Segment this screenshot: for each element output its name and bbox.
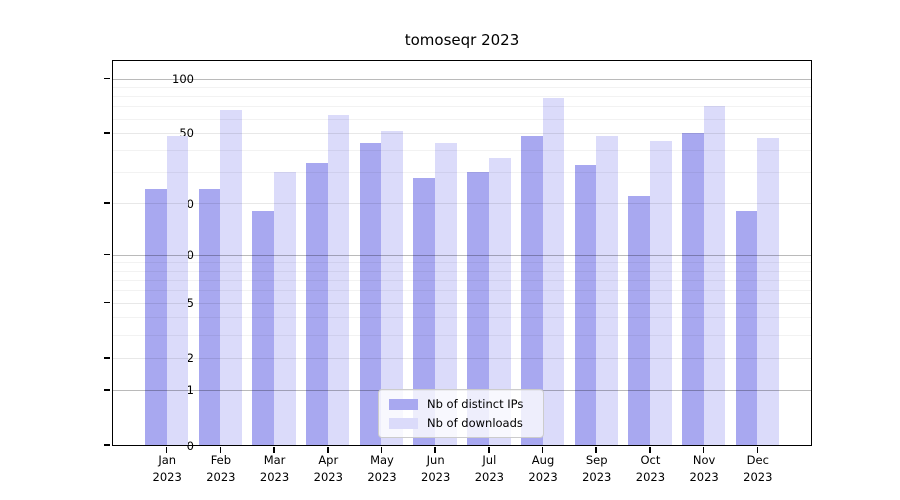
y-tick-10 xyxy=(103,253,110,256)
bar-distinct-ips-nov xyxy=(681,132,704,445)
x-tick-label-mar: Mar 2023 xyxy=(259,453,290,484)
y-tick-2 xyxy=(103,357,110,359)
x-tick-feb xyxy=(219,446,222,453)
x-tick-label-nov: Nov 2023 xyxy=(689,453,719,484)
gridline-minor-6 xyxy=(113,290,811,292)
x-tick-aug xyxy=(541,446,544,453)
bar-distinct-ips-dec xyxy=(735,211,758,445)
gridline-minor-90 xyxy=(113,86,811,88)
gridline-10 xyxy=(113,254,811,256)
bar-downloads-dec xyxy=(757,137,779,445)
x-tick-label-may: May 2023 xyxy=(367,453,397,484)
x-tick-mar xyxy=(273,446,275,453)
y-tick-20 xyxy=(103,202,110,204)
x-tick-may xyxy=(380,446,383,453)
y-tick-5 xyxy=(103,301,110,304)
x-tick-label-apr: Apr 2023 xyxy=(313,453,343,484)
x-tick-apr xyxy=(327,446,329,453)
gridline-100 xyxy=(113,78,811,80)
gridline-minor-7 xyxy=(113,279,811,281)
bar-distinct-ips-aug xyxy=(520,135,543,445)
x-tick-label-dec: Dec 2023 xyxy=(743,453,773,484)
bar-downloads-sep xyxy=(596,135,618,445)
legend-swatch-downloads xyxy=(389,417,418,429)
gridline-2 xyxy=(113,357,811,359)
bar-downloads-jun xyxy=(435,142,457,445)
y-tick-label-0: 0 xyxy=(186,438,194,453)
bar-distinct-ips-may xyxy=(359,142,382,445)
bar-downloads-nov xyxy=(703,106,726,445)
bar-downloads-feb xyxy=(220,109,243,445)
x-tick-sep xyxy=(595,446,597,453)
gridline-50 xyxy=(113,132,811,134)
y-tick-1 xyxy=(103,389,110,391)
x-tick-jul xyxy=(488,446,490,453)
x-tick-label-sep: Sep 2023 xyxy=(582,453,612,484)
gridline-minor-60 xyxy=(113,118,811,120)
x-tick-dec xyxy=(756,446,759,453)
bar-distinct-ips-apr xyxy=(306,162,328,445)
gridline-minor-70 xyxy=(113,106,811,108)
chart-title: tomoseqr 2023 xyxy=(404,31,520,49)
bar-downloads-apr xyxy=(327,114,350,445)
gridline-minor-3 xyxy=(113,334,811,336)
bar-distinct-ips-jun xyxy=(413,177,436,445)
legend-label-downloads: Nb of downloads xyxy=(427,416,523,430)
bar-distinct-ips-sep xyxy=(574,164,597,445)
y-tick-100 xyxy=(103,77,110,80)
y-tick-label-1: 1 xyxy=(186,383,194,398)
gridline-minor-80 xyxy=(113,96,811,98)
gridline-minor-4 xyxy=(113,317,811,319)
bar-downloads-may xyxy=(381,131,404,445)
bar-downloads-jul xyxy=(488,158,511,445)
x-tick-label-feb: Feb 2023 xyxy=(206,453,236,484)
bar-distinct-ips-jan xyxy=(144,189,167,445)
legend-item-downloads: Nb of downloads xyxy=(389,416,533,430)
bar-downloads-jan xyxy=(166,135,189,445)
legend-swatch-distinct-ips xyxy=(389,398,418,410)
bar-downloads-mar xyxy=(274,172,296,445)
y-tick-label-2: 2 xyxy=(186,351,194,366)
y-tick-50 xyxy=(103,132,110,134)
legend-item-distinct-ips: Nb of distinct IPs xyxy=(389,397,533,411)
gridline-minor-8 xyxy=(113,270,811,272)
y-tick-label-5: 5 xyxy=(186,296,194,311)
x-tick-oct xyxy=(649,446,651,453)
x-tick-label-jan: Jan 2023 xyxy=(152,453,182,484)
bar-distinct-ips-oct xyxy=(628,196,650,445)
x-tick-label-jun: Jun 2023 xyxy=(421,453,451,484)
bar-distinct-ips-jul xyxy=(467,172,489,445)
bar-downloads-oct xyxy=(649,140,672,445)
gridline-minor-40 xyxy=(113,150,811,152)
x-tick-label-aug: Aug 2023 xyxy=(528,453,558,484)
x-tick-label-oct: Oct 2023 xyxy=(635,453,666,484)
bar-downloads-aug xyxy=(542,98,565,445)
legend: Nb of distinct IPs Nb of downloads xyxy=(378,389,544,438)
gridline-5 xyxy=(113,302,811,304)
plot-area xyxy=(103,60,812,453)
legend-label-distinct-ips: Nb of distinct IPs xyxy=(427,397,524,411)
x-tick-nov xyxy=(702,446,705,453)
y-tick-label-100: 100 xyxy=(172,72,194,86)
x-tick-jan xyxy=(165,446,168,453)
y-tick-0 xyxy=(103,444,110,446)
gridline-20 xyxy=(113,203,811,205)
x-tick-label-jul: Jul 2023 xyxy=(474,453,504,484)
gridline-minor-30 xyxy=(113,172,811,174)
bar-distinct-ips-feb xyxy=(198,189,221,445)
bar-distinct-ips-mar xyxy=(252,211,275,445)
x-tick-jun xyxy=(434,446,436,453)
gridline-minor-9 xyxy=(113,262,811,264)
